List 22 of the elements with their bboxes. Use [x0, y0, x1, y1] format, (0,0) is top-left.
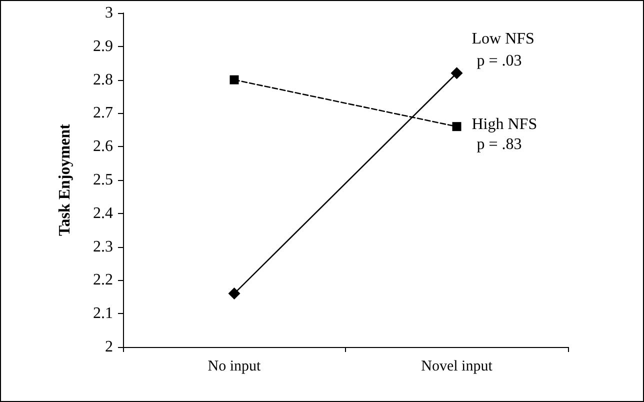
y-axis-title: Task Enjoyment [56, 123, 74, 236]
y-tick-label: 2.6 [93, 138, 113, 156]
y-tick-label: 2.2 [93, 272, 113, 289]
point [450, 67, 463, 80]
y-tick-label: 2.7 [93, 104, 113, 122]
annotation: p = .03 [476, 52, 522, 70]
y-tick-label: 2 [105, 338, 113, 356]
series-label: High NFS [472, 116, 538, 134]
y-tick-label: 2.4 [93, 204, 113, 222]
y-tick-label: 2.3 [93, 238, 113, 256]
y-tick-label: 2.9 [93, 38, 113, 55]
point [452, 122, 462, 132]
y-tick-label: 2.8 [93, 71, 113, 88]
point [230, 75, 239, 84]
point [228, 288, 240, 300]
x-tick-label: No input [208, 358, 262, 374]
annotation: p = .83 [476, 136, 522, 154]
y-tick-label: 2.5 [93, 172, 113, 188]
y-tick-label: 2.1 [93, 305, 113, 322]
y-tick-label: 3 [105, 4, 113, 22]
series-label: Low NFS [472, 30, 534, 48]
x-tick-label: Novel input [421, 358, 494, 374]
